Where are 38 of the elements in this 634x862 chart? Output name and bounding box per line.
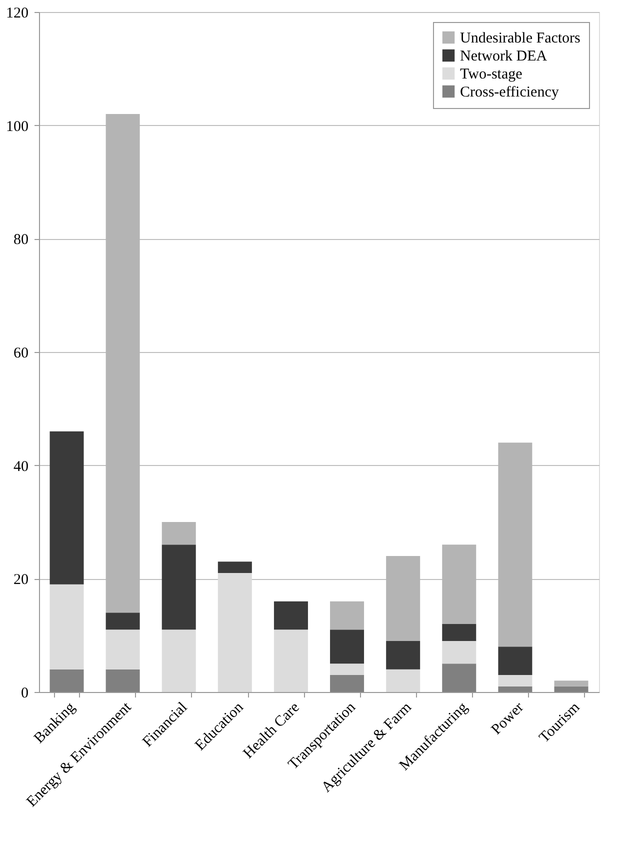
bar <box>442 624 476 641</box>
y-tick-label: 60 <box>14 346 28 362</box>
y-tick-label: 100 <box>6 118 28 135</box>
y-tick-label: 40 <box>14 458 28 475</box>
legend-label: Undesirable Factors <box>460 30 581 46</box>
y-tick-label: 20 <box>14 572 28 588</box>
y-tick-label: 120 <box>6 6 28 22</box>
bar <box>442 664 476 692</box>
bar <box>50 584 84 670</box>
bar <box>218 573 252 692</box>
legend-label: Cross-efficiency <box>460 84 560 100</box>
bar <box>106 669 140 692</box>
bar <box>106 630 140 670</box>
bar <box>498 686 532 692</box>
bar <box>498 646 532 675</box>
legend-label: Two-stage <box>460 66 523 82</box>
bar <box>162 630 196 692</box>
legend-label: Network DEA <box>460 48 548 64</box>
bar <box>218 562 252 573</box>
bar <box>498 675 532 686</box>
bar <box>162 522 196 545</box>
bar <box>554 686 588 692</box>
bar <box>50 431 84 584</box>
bar <box>50 669 84 692</box>
bar <box>386 669 420 692</box>
bar <box>442 641 476 664</box>
y-tick-label: 0 <box>21 686 28 702</box>
bar <box>386 641 420 670</box>
bar <box>330 601 364 630</box>
bar <box>330 664 364 675</box>
bar <box>274 601 308 630</box>
bar <box>162 544 196 630</box>
bar <box>330 675 364 692</box>
bar <box>274 630 308 692</box>
bar <box>554 680 588 686</box>
y-tick-label: 80 <box>14 232 28 248</box>
bar <box>106 612 140 630</box>
bar <box>330 630 364 664</box>
